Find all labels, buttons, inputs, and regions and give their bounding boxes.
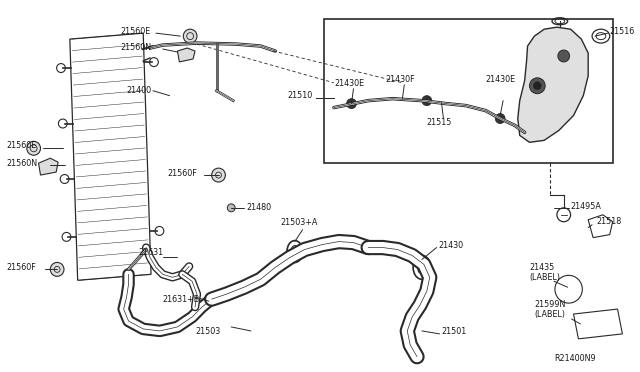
Text: 21560N: 21560N [6, 159, 37, 168]
Text: 21400: 21400 [127, 86, 152, 95]
Bar [324, 19, 612, 163]
Text: 21430E: 21430E [486, 75, 516, 84]
Text: 21515: 21515 [427, 118, 452, 127]
Text: 21480: 21480 [246, 203, 271, 212]
Polygon shape [518, 27, 588, 142]
Text: (LABEL): (LABEL) [529, 273, 561, 282]
Polygon shape [38, 158, 58, 175]
Circle shape [533, 82, 541, 90]
Text: 21510: 21510 [287, 91, 312, 100]
Circle shape [495, 113, 505, 124]
Text: 21495A: 21495A [571, 202, 602, 211]
Text: 21501: 21501 [442, 327, 467, 336]
Text: 21599N: 21599N [534, 299, 566, 309]
Polygon shape [177, 48, 195, 62]
Text: R21400N9: R21400N9 [554, 354, 596, 363]
Text: 21560E: 21560E [121, 27, 151, 36]
Text: 21430E: 21430E [334, 79, 364, 88]
Circle shape [51, 262, 64, 276]
Circle shape [227, 204, 235, 212]
Text: 21631: 21631 [138, 248, 163, 257]
Text: 21516: 21516 [610, 27, 635, 36]
Text: 21503+A: 21503+A [280, 218, 317, 227]
Text: 21560E: 21560E [6, 141, 36, 150]
Circle shape [183, 29, 197, 43]
Polygon shape [573, 309, 623, 339]
Text: 21503: 21503 [195, 327, 220, 336]
Text: 21560F: 21560F [6, 263, 36, 272]
Circle shape [422, 96, 432, 106]
Circle shape [347, 99, 356, 109]
Circle shape [555, 275, 582, 303]
Text: 21430: 21430 [438, 241, 464, 250]
Text: 21518: 21518 [596, 217, 621, 226]
Circle shape [558, 50, 570, 62]
Circle shape [529, 78, 545, 94]
Text: 21435: 21435 [529, 263, 555, 272]
Text: 21560F: 21560F [168, 169, 197, 177]
Text: (LABEL): (LABEL) [534, 310, 565, 318]
Circle shape [212, 168, 225, 182]
Text: 21430F: 21430F [386, 75, 415, 84]
Text: 21560N: 21560N [121, 42, 152, 52]
Text: 21631+B: 21631+B [163, 295, 200, 304]
Circle shape [27, 141, 40, 155]
